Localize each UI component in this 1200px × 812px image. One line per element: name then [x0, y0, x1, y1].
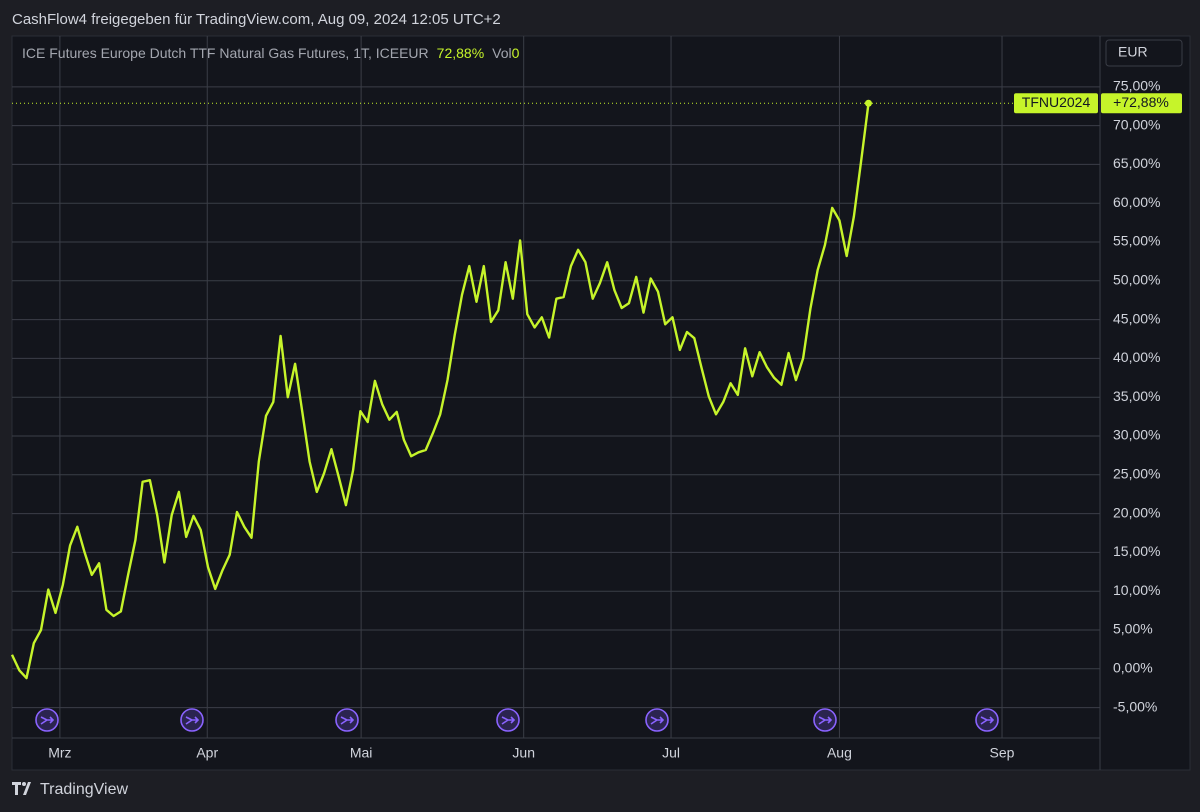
x-tick-label: Jul: [662, 745, 680, 761]
footer-brand: TradingView: [40, 781, 128, 798]
x-tick-label: Sep: [990, 745, 1015, 761]
event-icon[interactable]: [496, 708, 520, 732]
y-tick-label: 15,00%: [1113, 543, 1160, 559]
y-tick-label: 25,00%: [1113, 466, 1160, 482]
legend-line: ICE Futures Europe Dutch TTF Natural Gas…: [22, 45, 520, 61]
y-tick-label: -5,00%: [1113, 698, 1157, 714]
price-line: [10, 103, 870, 680]
series-name-tag: [1014, 93, 1098, 114]
tradingview-logo: [12, 782, 31, 795]
series-name: TFNU2024: [1022, 94, 1091, 110]
event-icon[interactable]: [975, 708, 999, 732]
x-tick-label: Jun: [512, 745, 535, 761]
y-tick-label: 0,00%: [1113, 659, 1153, 675]
event-icon[interactable]: [813, 708, 837, 732]
x-tick-label: Aug: [827, 745, 852, 761]
y-tick-label: 65,00%: [1113, 155, 1160, 171]
y-tick-label: 10,00%: [1113, 582, 1160, 598]
legend-value: 72,88%: [437, 45, 484, 61]
y-tick-label: 70,00%: [1113, 116, 1160, 132]
event-icon[interactable]: [35, 708, 59, 732]
y-tick-label: 50,00%: [1113, 272, 1160, 288]
y-tick-label: 75,00%: [1113, 78, 1160, 94]
currency: EUR: [1118, 44, 1148, 60]
logo-dot: [22, 782, 26, 786]
grid: [12, 36, 1100, 738]
logo-mark: [12, 782, 31, 795]
y-tick-label: 35,00%: [1113, 388, 1160, 404]
y-tick-label: 30,00%: [1113, 427, 1160, 443]
volume-value: 0: [512, 45, 520, 61]
event-icon[interactable]: [335, 708, 359, 732]
share-header: CashFlow4 freigegeben für TradingView.co…: [12, 11, 501, 28]
event-icon[interactable]: [645, 708, 669, 732]
x-tick-label: Mai: [350, 745, 373, 761]
price-tag: [1101, 93, 1182, 114]
y-tick-label: 45,00%: [1113, 310, 1160, 326]
y-tick-label: 20,00%: [1113, 504, 1160, 520]
event-icons: [35, 708, 999, 732]
y-tick-label: 5,00%: [1113, 621, 1153, 637]
y-tick-label: 40,00%: [1113, 349, 1160, 365]
legend-title: ICE Futures Europe Dutch TTF Natural Gas…: [22, 45, 429, 61]
y-tick-label: 55,00%: [1113, 233, 1160, 249]
y-tick-label: 60,00%: [1113, 194, 1160, 210]
volume-label: Vol: [492, 45, 511, 61]
chart-panel: [11, 35, 1191, 771]
price-tag-label: +72,88%: [1113, 94, 1169, 110]
currency-box[interactable]: [1105, 39, 1183, 67]
event-icon[interactable]: [180, 708, 204, 732]
x-tick-label: Apr: [196, 745, 218, 761]
x-tick-label: Mrz: [48, 745, 71, 761]
